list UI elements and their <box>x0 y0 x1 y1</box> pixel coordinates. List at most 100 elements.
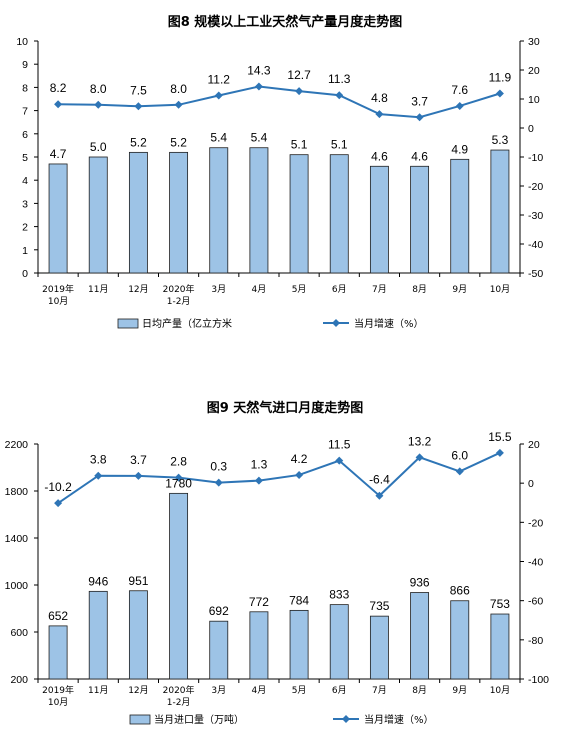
line-point <box>174 100 183 109</box>
bar-value-label: 5.3 <box>492 133 509 147</box>
line-point <box>94 100 103 109</box>
bar-value-label: 1780 <box>165 476 192 490</box>
y-left-tick-label: 2 <box>22 222 28 234</box>
bar-value-label: 5.4 <box>251 131 268 145</box>
x-tick-label: 12月 <box>128 685 148 696</box>
y-left-tick-label: 10 <box>16 36 28 48</box>
line-point <box>415 113 424 122</box>
growth-line <box>58 85 501 119</box>
y-right-tick-label: -80 <box>528 635 543 647</box>
line-point <box>335 91 344 100</box>
line-point <box>254 476 263 485</box>
bar <box>450 158 470 274</box>
bar-value-label: 753 <box>490 597 510 611</box>
y-left-tick-label: 5 <box>22 152 28 164</box>
y-left-tick-label: 4 <box>22 175 28 187</box>
line-value-label: 3.7 <box>411 94 428 108</box>
x-tick-label: 2019年 10月 <box>42 283 74 307</box>
y-right-tick-label: 0 <box>528 478 534 490</box>
legend-bar-swatch <box>129 714 151 725</box>
x-tick-label: 5月 <box>292 284 307 295</box>
y-right-tick-label: -50 <box>528 268 543 280</box>
bar <box>249 147 269 274</box>
line-value-label: 4.2 <box>291 452 308 466</box>
bar-value-label: 4.9 <box>451 142 468 156</box>
line-value-label: 7.5 <box>130 83 147 97</box>
growth-line <box>57 451 501 504</box>
legend-line-marker <box>332 319 340 327</box>
bar <box>88 156 108 274</box>
y-left-tick-label: 7 <box>22 106 28 118</box>
line-point <box>455 467 464 476</box>
line-value-label: -6.4 <box>369 473 390 487</box>
line-point <box>54 100 63 109</box>
bar <box>369 615 389 680</box>
bar-value-label: 692 <box>209 604 229 618</box>
chart-title: 图8 规模以上工业天然气产量月度走势图 <box>168 14 403 30</box>
line-value-label: -10.2 <box>44 480 72 494</box>
line-point <box>174 473 183 482</box>
line-point <box>375 491 384 500</box>
bar <box>410 592 430 680</box>
line-value-label: 8.0 <box>170 82 187 96</box>
line-value-label: 15.5 <box>488 430 512 444</box>
bar <box>369 165 389 274</box>
y-left-tick-label: 6 <box>22 129 28 141</box>
x-tick-label: 9月 <box>452 284 467 295</box>
bar <box>169 151 189 274</box>
y-left-tick-label: 3 <box>22 198 28 210</box>
x-tick-label: 10月 <box>490 685 510 696</box>
x-tick-label: 7月 <box>372 284 387 295</box>
bar-value-label: 735 <box>369 599 389 613</box>
bar <box>329 604 349 680</box>
line-value-label: 11.9 <box>489 70 512 84</box>
x-tick-label: 6月 <box>332 685 347 696</box>
bar <box>209 620 229 680</box>
x-tick-label: 2019年 10月 <box>42 684 74 708</box>
legend-line-label: 当月增速（%） <box>354 317 424 330</box>
line-point <box>495 448 504 457</box>
x-tick-label: 6月 <box>332 284 347 295</box>
bar <box>249 611 269 680</box>
y-right-tick-label: -40 <box>528 557 543 569</box>
line-point <box>415 453 424 462</box>
y-left-tick-label: 1 <box>22 245 28 257</box>
bar-value-label: 772 <box>249 595 269 609</box>
bar-value-label: 4.6 <box>371 149 388 163</box>
chart-title: 图9 天然气进口月度走势图 <box>207 400 364 416</box>
bar <box>88 590 108 680</box>
y-left-tick-label: 1000 <box>5 580 29 592</box>
x-tick-label: 4月 <box>252 284 267 295</box>
x-tick-label: 2020年 1-2月 <box>163 283 195 307</box>
bar-value-label: 5.4 <box>210 131 227 145</box>
legend-line-label: 当月增速（%） <box>364 713 434 726</box>
x-tick-label: 2020年 1-2月 <box>163 684 195 708</box>
y-left-tick-label: 1400 <box>5 533 29 545</box>
bar-value-label: 5.2 <box>130 135 147 149</box>
line-point <box>335 456 344 465</box>
bar <box>410 165 430 274</box>
line-point <box>94 471 103 480</box>
bar-value-label: 5.2 <box>170 135 187 149</box>
bar-value-label: 4.6 <box>411 149 428 163</box>
bar <box>490 149 510 274</box>
line-value-label: 13.2 <box>408 434 432 448</box>
line-point <box>295 87 304 96</box>
x-tick-label: 11月 <box>88 685 108 696</box>
line-point <box>254 82 263 91</box>
x-tick-label: 8月 <box>412 685 427 696</box>
line-value-label: 0.3 <box>210 460 227 474</box>
y-left-tick-label: 8 <box>22 82 28 94</box>
line-value-label: 8.2 <box>50 81 67 95</box>
y-right-tick-label: -20 <box>528 181 543 193</box>
line-value-label: 14.3 <box>247 64 271 78</box>
line-value-label: 6.0 <box>451 448 468 462</box>
x-tick-label: 12月 <box>128 284 148 295</box>
bar-value-label: 5.0 <box>90 140 107 154</box>
x-tick-label: 7月 <box>372 685 387 696</box>
bar <box>289 609 309 680</box>
bar <box>209 147 229 274</box>
legend-bar-swatch <box>117 318 139 329</box>
